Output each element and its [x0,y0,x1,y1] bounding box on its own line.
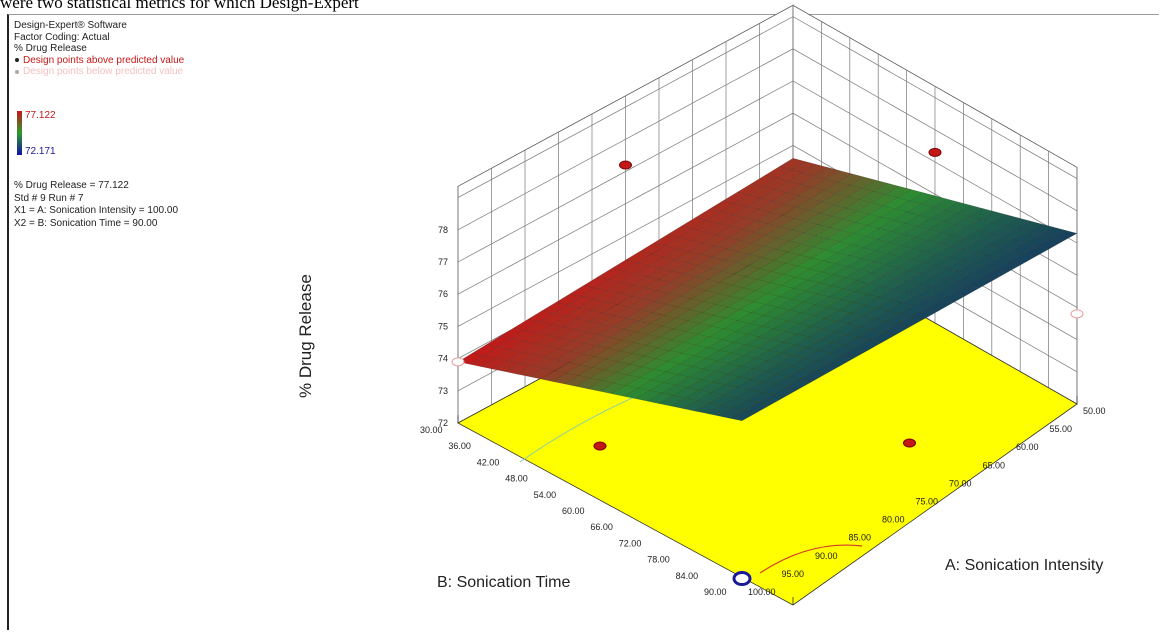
stats-panel: % Drug Release = 77.122 Std # 9 Run # 7 … [14,180,178,230]
design-point-above [903,438,916,448]
y-tick-label: 42.00 [477,457,500,467]
x-tick-label: 75.00 [916,497,939,507]
design-point-below [1070,309,1084,319]
x-tick-label: 70.00 [949,478,972,488]
z-tick-label: 78 [438,225,448,235]
y-tick-label: 54.00 [534,490,557,500]
y-tick-label: 60.00 [562,506,585,516]
bullet-icon [15,69,19,74]
bullet-icon [15,58,19,63]
plot-frame [7,14,1159,630]
y-tick-label: 66.00 [590,522,613,532]
z-tick-label: 76 [438,289,448,299]
stat-x1: X1 = A: Sonication Intensity = 100.00 [14,205,179,216]
current-point [732,571,752,587]
y-axis-label: B: Sonication Time [437,574,571,591]
y-tick-label: 90.00 [704,587,727,597]
x-tick-label: 80.00 [882,515,905,525]
design-point-above [593,441,607,451]
x-tick-label: 55.00 [1050,424,1073,434]
color-scale-max: 77.122 [25,110,56,121]
x-tick-label: 85.00 [849,533,872,543]
software-label: Design-Expert® Software [14,20,127,31]
y-tick-label: 36.00 [448,441,471,451]
top-caption: were two statistical metrics for which D… [0,0,359,12]
stat-run: Std # 9 Run # 7 [14,192,84,204]
y-tick-label: 72.00 [619,538,642,548]
z-tick-label: 74 [438,354,448,364]
x-tick-label: 100.00 [748,587,776,597]
stat-x2: X2 = B: Sonication Time = 90.00 [14,217,158,229]
stat-response: % Drug Release = 77.122 [14,180,129,191]
x-tick-label: 90.00 [815,551,838,561]
z-tick-label: 72 [438,418,448,428]
surface-cell [729,410,757,421]
legend-below: Design points below predicted value [14,66,184,78]
x-tick-label: 65.00 [983,460,1006,470]
x-tick-label: 60.00 [1016,442,1039,452]
x-tick-label: 50.00 [1083,406,1106,416]
design-point-below [451,357,465,367]
z-tick-label: 73 [438,386,448,396]
coding-label: Factor Coding: Actual [14,31,110,43]
y-tick-label: 48.00 [505,474,528,484]
y-tick-label: 84.00 [676,571,699,581]
legend-above-label: Design points above predicted value [23,54,185,66]
legend-above: Design points above predicted value [14,55,184,67]
x-tick-label: 95.00 [782,569,805,579]
z-axis-label: % Drug Release [296,274,315,398]
color-scale-min: 72.171 [25,146,56,157]
info-panel: Design-Expert® Software Factor Coding: A… [14,20,184,78]
floor-contour [759,544,863,574]
z-tick-label: 75 [438,321,448,331]
response-label: % Drug Release [14,43,87,54]
design-point-above [928,147,942,157]
color-scale-bar [17,111,22,155]
x-axis-label: A: Sonication Intensity [945,557,1104,574]
z-tick-label: 77 [438,257,448,267]
legend-below-label: Design points below predicted value [23,66,184,77]
floor-contour [519,391,647,463]
design-point-above [619,160,632,170]
y-tick-label: 30.00 [420,425,443,435]
y-tick-label: 78.00 [647,555,670,565]
